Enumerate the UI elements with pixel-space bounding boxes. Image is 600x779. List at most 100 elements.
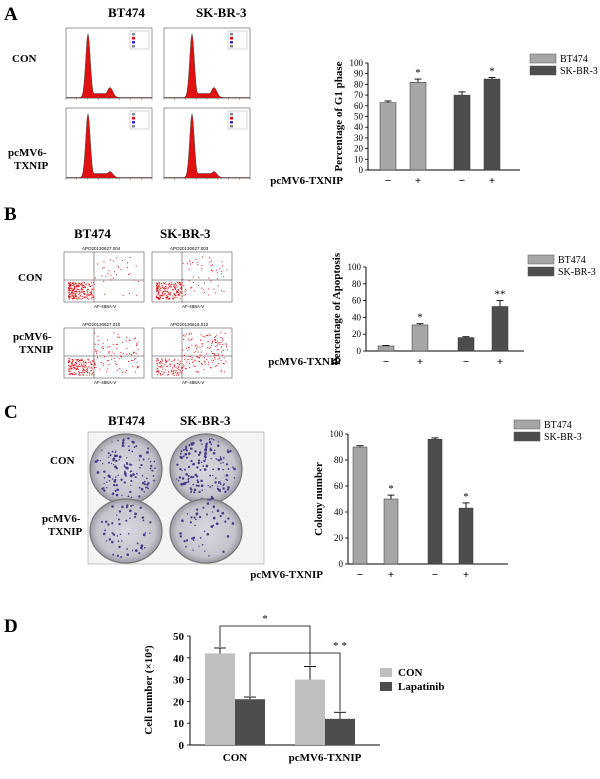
colony-dot [111,441,113,443]
dot-plot-event [164,290,166,292]
dot-plot-event [187,349,189,351]
dot-plot-event [68,287,70,289]
colony-dot [231,522,235,525]
dot-plot-event [87,297,88,299]
colony-dot [222,456,225,459]
dot-plot-event [83,291,84,293]
colony-dot [141,516,145,519]
dot-plot-event [71,362,73,364]
colony-dot [114,478,117,481]
dot-plot-event [81,360,83,362]
y-tick-label: 20 [173,696,185,708]
colony-dot [142,519,145,522]
colony-dot [116,554,120,558]
legend-label: SK-BR-3 [558,267,596,278]
dot-plot-event [158,298,160,300]
dot-plot-event [74,283,76,285]
dot-plot-event [78,361,80,362]
colony-dot [186,456,189,459]
dot-plot-event [167,290,169,292]
dot-plot-event [184,335,186,337]
dot-plot-event [81,284,83,286]
dot-plot-event [174,294,175,296]
dot-plot-event [75,362,77,364]
colony-dot [206,532,210,536]
dot-plot-event [216,365,218,366]
dot-plot-event [161,292,163,294]
dot-plot-event [207,361,209,363]
dot-plot-event [135,357,137,359]
colony-dot [154,467,157,470]
dot-plot-event [136,367,138,369]
dot-plot-event [81,298,83,300]
dot-plot-event [168,359,170,361]
colony-dot [181,477,185,480]
colony-dot [138,459,140,461]
dot-plot-event [166,286,168,288]
dot-plot-event [115,343,117,345]
dot-plot-event [217,340,219,342]
dot-plot-event [210,345,212,347]
colony-dot [108,456,110,458]
colony-dot [205,444,208,447]
dot-plot-event [164,293,166,295]
colony-dot [107,523,110,526]
colony-dot [141,474,144,477]
histogram-legend-swatch [132,33,135,36]
dot-plot-event [89,285,91,287]
colony-dot [113,463,115,466]
dot-plot-event [68,284,70,286]
colony-dot [191,537,194,540]
dot-plot-event [136,343,138,345]
dot-plot-event [76,286,78,288]
dot-plot-event [216,342,218,344]
dot-plot: APO20130616.012 AF-488A-V [151,322,233,385]
dot-plot-event [191,357,193,359]
dot-plot-event [73,283,75,285]
x-tick-label: + [489,175,495,187]
dot-plot-event [171,369,173,371]
dot-plot-event [105,275,107,277]
dot-plot-event [157,368,159,370]
dot-plot-event [72,374,73,375]
legend-label: BT474 [560,54,588,65]
dot-plot-event [81,367,83,369]
colony-dot [122,439,125,442]
dot-plot-event [75,291,77,293]
dot-plot-event [173,359,175,361]
dot-plot-event [170,292,172,294]
dot-plot-frame [151,327,233,379]
colony-dot [117,540,120,543]
dot-plot-event [190,333,192,335]
dot-plot-event [72,359,74,361]
dot-plot-event [73,373,75,375]
dot-plot-event [109,259,111,261]
colony-dot [211,484,213,487]
dot-plot-event [97,263,99,265]
dot-plot-event [93,361,95,362]
significance-star: * [417,312,423,324]
colony-dot [203,530,206,533]
significance-star: * * [333,640,347,652]
dot-plot-event [78,285,80,287]
colony-dot [194,450,197,453]
dot-plot-event [211,359,213,361]
colony-dot [134,515,137,518]
dot-plot-event [129,339,131,341]
colony-dot [225,463,229,466]
dot-plot-event [138,280,139,282]
dot-plot-event [158,282,160,284]
dot-plot-event [172,372,174,374]
dot-plot-event [116,257,118,259]
colony-dot [103,482,105,485]
dot-plot-event [166,361,168,363]
colony-dot [217,441,220,443]
dot-plot-event [157,370,159,372]
dot-plot-event [110,279,112,281]
dot-plot-event [220,360,222,361]
colony-dot [96,471,100,474]
dot-plot-event [185,289,187,291]
y-tick-label: 50 [354,112,364,122]
dot-plot-event [80,298,82,300]
dot-plot-event [220,337,222,338]
